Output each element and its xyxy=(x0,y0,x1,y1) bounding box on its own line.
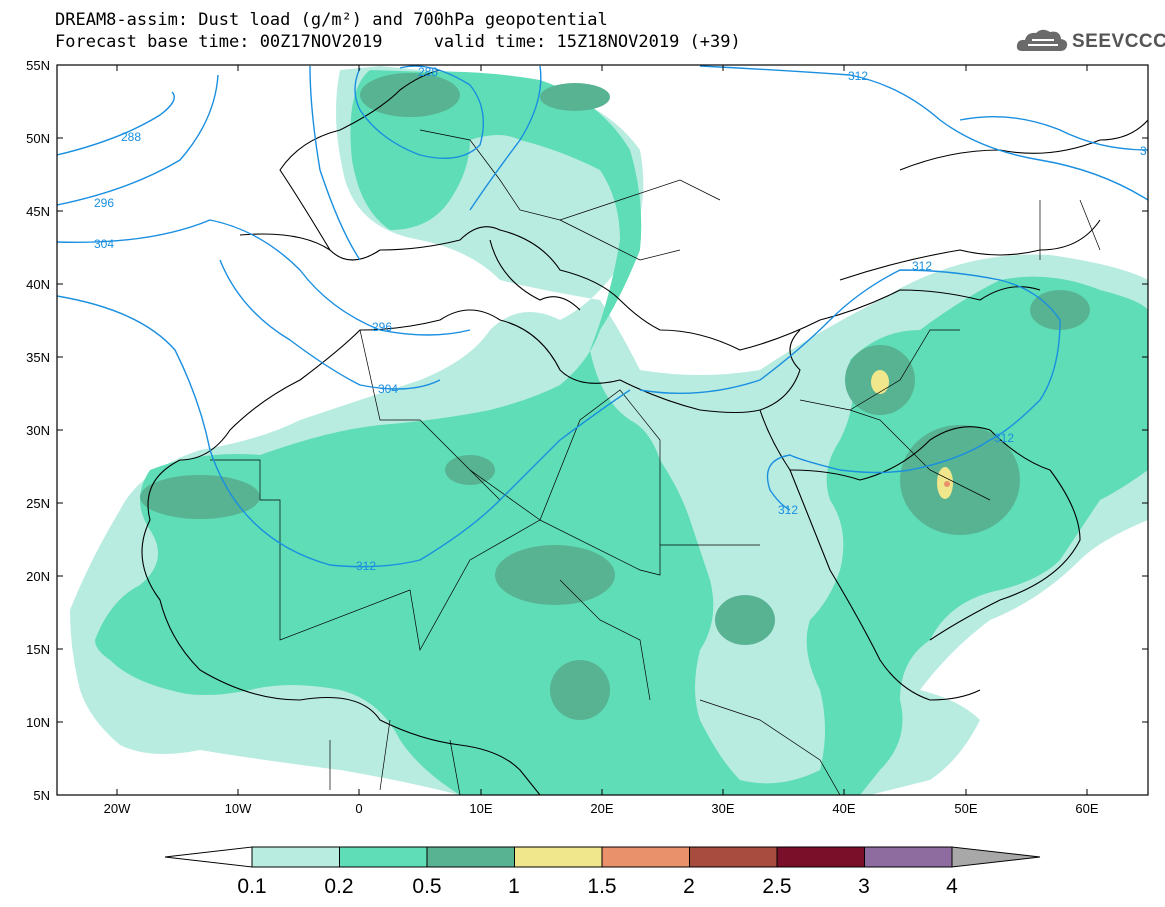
lon-label: 10E xyxy=(469,801,492,816)
forecast-time-line: Forecast base time: 00Z17NOV2019 valid t… xyxy=(55,32,741,52)
lat-label: 20N xyxy=(26,569,50,584)
svg-text:312: 312 xyxy=(1140,144,1160,158)
colorbar-swatch xyxy=(251,846,340,868)
lon-label: 40E xyxy=(832,801,855,816)
coastlines xyxy=(141,69,1148,795)
svg-text:312: 312 xyxy=(994,431,1014,445)
dust-area-moderate xyxy=(95,70,1148,795)
lon-label: 60E xyxy=(1075,801,1098,816)
logo-text: SEEVCCC xyxy=(1072,31,1165,52)
colorbar-label: 0.2 xyxy=(324,875,353,898)
lat-label: 35N xyxy=(26,350,50,365)
geopotential-contours xyxy=(57,65,1148,568)
lon-label: 30E xyxy=(711,801,734,816)
svg-text:312: 312 xyxy=(848,69,868,83)
lat-label: 5N xyxy=(33,788,50,803)
svg-text:304: 304 xyxy=(94,237,114,251)
lat-label: 25N xyxy=(26,496,50,511)
colorbar-swatch xyxy=(426,846,515,868)
colorbar-label: 2.5 xyxy=(762,875,791,898)
colorbar-swatch xyxy=(514,846,603,868)
country-borders xyxy=(210,129,1101,795)
colorbar-label: 0.5 xyxy=(412,875,441,898)
lat-label: 30N xyxy=(26,423,50,438)
colorbar-label: 4 xyxy=(946,875,958,898)
lat-label: 10N xyxy=(26,715,50,730)
colorbar-label: 1 xyxy=(508,875,520,898)
colorbar-swatch xyxy=(864,846,953,868)
lon-label: 50E xyxy=(954,801,977,816)
colorbar-label: 1.5 xyxy=(587,875,616,898)
lat-label: 15N xyxy=(26,642,50,657)
colorbar: 0.1 0.2 0.5 1 1.5 2 2.5 3 4 xyxy=(164,846,1041,898)
seevccc-logo: SEEVCCC xyxy=(1014,25,1165,59)
svg-text:312: 312 xyxy=(356,559,376,573)
lat-label: 40N xyxy=(26,277,50,292)
colorbar-swatch xyxy=(689,846,778,868)
svg-text:312: 312 xyxy=(912,259,932,273)
svg-text:288: 288 xyxy=(418,65,438,79)
lat-label: 55N xyxy=(26,58,50,73)
lon-label: 10W xyxy=(225,801,252,816)
lon-label: 20E xyxy=(590,801,613,816)
svg-text:296: 296 xyxy=(372,320,392,334)
lon-label: 0 xyxy=(355,801,362,816)
colorbar-swatch xyxy=(339,846,428,868)
latitude-axis: 55N 50N 45N 40N 35N 30N 25N 20N 15N 10N … xyxy=(26,58,1148,803)
svg-text:296: 296 xyxy=(94,196,114,210)
contour-labels: 288 288 296 304 296 304 312 312 312 312 … xyxy=(94,65,1160,573)
cloud-logo-icon xyxy=(1016,29,1068,51)
longitude-axis: 20W 10W 0 10E 20E 30E 40E 50E 60E xyxy=(104,65,1099,816)
svg-text:288: 288 xyxy=(121,130,141,144)
lon-label: 20W xyxy=(104,801,131,816)
colorbar-swatch xyxy=(601,846,690,868)
svg-text:312: 312 xyxy=(778,503,798,517)
colorbar-swatch xyxy=(776,846,865,868)
svg-text:304: 304 xyxy=(378,382,398,396)
lat-label: 45N xyxy=(26,204,50,219)
map-title: DREAM8-assim: Dust load (g/m²) and 700hP… xyxy=(55,10,608,30)
colorbar-label: 2 xyxy=(683,875,695,898)
lat-label: 50N xyxy=(26,131,50,146)
dust-load-field: 288 288 296 304 296 304 312 312 312 312 … xyxy=(57,65,1160,795)
colorbar-under-arrow xyxy=(164,846,253,868)
colorbar-label: 0.1 xyxy=(237,875,266,898)
colorbar-over-arrow xyxy=(951,846,1041,868)
colorbar-label: 3 xyxy=(858,875,870,898)
